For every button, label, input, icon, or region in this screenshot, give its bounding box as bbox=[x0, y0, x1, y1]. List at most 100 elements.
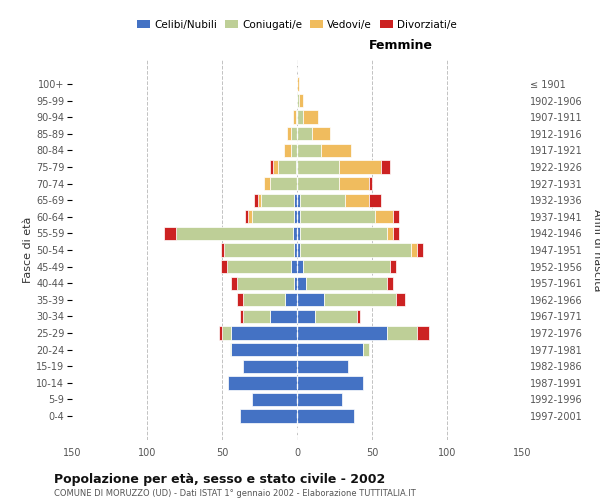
Bar bbox=[297, 393, 342, 406]
Bar bbox=[252, 210, 294, 224]
Bar bbox=[321, 144, 351, 157]
Bar bbox=[297, 310, 315, 323]
Bar bbox=[299, 94, 303, 107]
Bar bbox=[297, 360, 348, 373]
Bar bbox=[297, 194, 300, 207]
Text: Femmine: Femmine bbox=[368, 40, 433, 52]
Bar bbox=[245, 210, 248, 224]
Bar bbox=[339, 160, 381, 173]
Bar bbox=[393, 210, 399, 224]
Bar bbox=[387, 226, 393, 240]
Bar bbox=[291, 127, 297, 140]
Bar bbox=[357, 310, 360, 323]
Bar bbox=[375, 210, 393, 224]
Text: Popolazione per età, sesso e stato civile - 2002: Popolazione per età, sesso e stato civil… bbox=[54, 472, 385, 486]
Bar bbox=[303, 110, 318, 124]
Bar bbox=[229, 343, 231, 356]
Bar bbox=[294, 210, 297, 224]
Bar bbox=[277, 160, 296, 173]
Bar bbox=[284, 144, 291, 157]
Bar bbox=[264, 177, 270, 190]
Bar bbox=[287, 127, 291, 140]
Bar bbox=[294, 244, 297, 256]
Bar bbox=[221, 260, 227, 274]
Bar bbox=[293, 226, 297, 240]
Bar bbox=[291, 144, 297, 157]
Bar bbox=[396, 293, 405, 306]
Bar bbox=[297, 226, 300, 240]
Bar bbox=[228, 376, 297, 390]
Bar bbox=[297, 326, 387, 340]
Bar bbox=[297, 244, 300, 256]
Bar bbox=[261, 194, 294, 207]
Bar bbox=[243, 360, 297, 373]
Bar bbox=[231, 326, 297, 340]
Bar bbox=[297, 410, 354, 422]
Legend: Celibi/Nubili, Coniugati/e, Vedovi/e, Divorziati/e: Celibi/Nubili, Coniugati/e, Vedovi/e, Di… bbox=[137, 20, 457, 30]
Bar bbox=[227, 260, 291, 274]
Bar bbox=[237, 293, 243, 306]
Bar bbox=[237, 276, 294, 290]
Bar bbox=[324, 293, 396, 306]
Bar bbox=[243, 293, 285, 306]
Bar bbox=[258, 194, 261, 207]
Bar bbox=[312, 127, 330, 140]
Bar bbox=[254, 194, 258, 207]
Bar bbox=[163, 226, 176, 240]
Bar bbox=[243, 310, 270, 323]
Bar bbox=[315, 310, 357, 323]
Bar bbox=[297, 177, 339, 190]
Bar bbox=[231, 276, 237, 290]
Bar bbox=[297, 343, 363, 356]
Bar bbox=[417, 326, 429, 340]
Bar bbox=[270, 160, 273, 173]
Bar bbox=[273, 160, 277, 173]
Bar bbox=[381, 160, 390, 173]
Bar bbox=[240, 310, 243, 323]
Bar bbox=[270, 310, 297, 323]
Bar bbox=[297, 276, 306, 290]
Bar bbox=[300, 194, 345, 207]
Bar bbox=[219, 326, 222, 340]
Bar bbox=[297, 210, 300, 224]
Bar bbox=[339, 177, 369, 190]
Bar bbox=[387, 326, 417, 340]
Bar bbox=[293, 110, 296, 124]
Bar bbox=[222, 326, 231, 340]
Bar bbox=[303, 260, 390, 274]
Bar bbox=[345, 194, 369, 207]
Bar bbox=[387, 276, 393, 290]
Bar bbox=[221, 244, 223, 256]
Bar bbox=[252, 393, 297, 406]
Bar bbox=[240, 410, 297, 422]
Bar bbox=[223, 244, 294, 256]
Bar bbox=[296, 160, 297, 173]
Bar bbox=[294, 276, 297, 290]
Bar bbox=[297, 260, 303, 274]
Bar bbox=[297, 127, 312, 140]
Bar bbox=[390, 260, 396, 274]
Bar bbox=[294, 194, 297, 207]
Bar bbox=[285, 293, 297, 306]
Bar bbox=[297, 293, 324, 306]
Bar bbox=[300, 244, 411, 256]
Y-axis label: Fasce di età: Fasce di età bbox=[23, 217, 33, 283]
Bar bbox=[300, 210, 375, 224]
Bar bbox=[176, 226, 293, 240]
Bar bbox=[297, 94, 299, 107]
Bar bbox=[369, 194, 381, 207]
Bar bbox=[411, 244, 417, 256]
Y-axis label: Anni di nascita: Anni di nascita bbox=[592, 209, 600, 291]
Bar bbox=[306, 276, 387, 290]
Bar bbox=[297, 110, 303, 124]
Bar bbox=[291, 260, 297, 274]
Bar bbox=[231, 343, 297, 356]
Bar bbox=[363, 343, 369, 356]
Bar bbox=[300, 226, 387, 240]
Bar bbox=[297, 78, 299, 90]
Bar bbox=[270, 177, 297, 190]
Bar bbox=[297, 144, 321, 157]
Bar bbox=[248, 210, 252, 224]
Bar bbox=[297, 160, 339, 173]
Bar bbox=[297, 376, 363, 390]
